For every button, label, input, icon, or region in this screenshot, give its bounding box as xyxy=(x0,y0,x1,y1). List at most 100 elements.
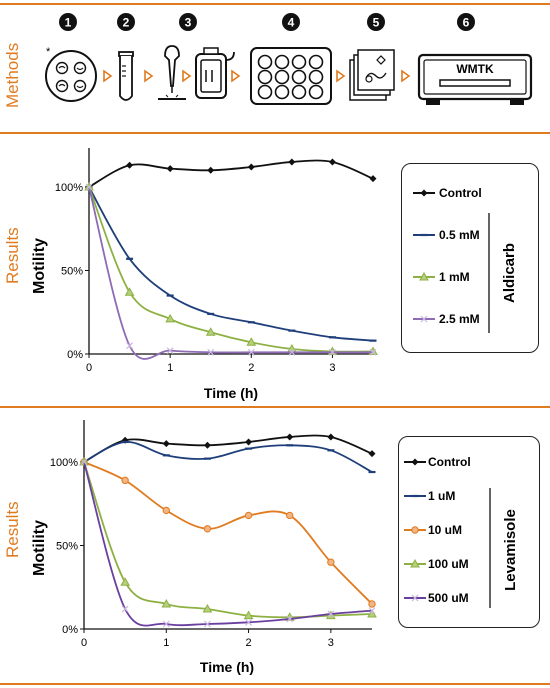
y-tick-label: 50% xyxy=(56,541,78,553)
data-point xyxy=(288,348,296,356)
data-point xyxy=(85,183,93,191)
arrow-icon xyxy=(231,69,241,83)
data-point xyxy=(202,603,213,613)
step-2-badge xyxy=(117,13,135,31)
data-point xyxy=(162,620,170,628)
data-point xyxy=(80,458,88,466)
data-point xyxy=(126,161,134,169)
arrow-icon xyxy=(103,69,113,83)
y-axis-label: Motility xyxy=(31,520,48,576)
step-5-number: 5 xyxy=(373,16,380,30)
x-tick-label: 0 xyxy=(81,637,87,649)
legend-entry: 10 uM xyxy=(404,523,462,537)
x-tick-label: 0 xyxy=(86,362,92,374)
legend-marker xyxy=(419,271,429,281)
y-tick-label: 0% xyxy=(67,349,83,361)
data-point xyxy=(121,436,129,444)
data-point xyxy=(368,600,376,608)
step-badges: 1 2 3 4 5 6 xyxy=(59,13,475,31)
series-line xyxy=(88,186,373,360)
pipette-icon xyxy=(158,45,186,100)
legend-label: 1 uM xyxy=(428,489,455,503)
series-1-mm xyxy=(84,181,378,355)
arrow-icon xyxy=(182,69,192,83)
step-3-number: 3 xyxy=(185,16,192,30)
legend-marker xyxy=(411,526,419,534)
legend-group-label: Levamisole xyxy=(502,509,519,591)
x-tick-label: 1 xyxy=(163,637,169,649)
data-point xyxy=(203,525,212,533)
step-4-number: 4 xyxy=(288,16,295,30)
data-point xyxy=(121,605,129,613)
data-point xyxy=(369,348,377,356)
data-point xyxy=(247,163,255,171)
levamisole-legend xyxy=(398,436,540,628)
x-tick-label: 1 xyxy=(167,362,173,374)
series-control xyxy=(85,158,377,191)
legend-label: 2.5 mM xyxy=(439,312,480,326)
data-point xyxy=(121,476,129,485)
image-stack-icon xyxy=(349,49,395,101)
top-rule xyxy=(0,3,550,5)
well-plate-icon xyxy=(250,47,332,105)
legend-marker xyxy=(411,458,419,466)
legend-label: 100 uM xyxy=(428,557,469,571)
legend-label: 1 mM xyxy=(439,270,470,284)
series-line xyxy=(88,159,374,188)
aldicarb-legend-entries: Aldicarb Control 0.5 mM 1 mM 2.5 mM xyxy=(413,186,518,333)
series-line xyxy=(88,186,374,342)
step-1-badge xyxy=(59,13,77,31)
legend-label: 500 uM xyxy=(428,591,469,605)
levamisole-motility-chart: 0 1 2 3 0% 50% 100% Time (h) Motility xyxy=(31,420,377,675)
data-point xyxy=(329,348,336,356)
data-point xyxy=(165,313,176,323)
series-line xyxy=(83,441,373,473)
legend-entry: 100 uM xyxy=(404,557,469,571)
data-point xyxy=(286,433,294,441)
legend-label: 0.5 mM xyxy=(439,228,480,242)
arrow-icon xyxy=(144,69,154,83)
series-line xyxy=(83,434,373,463)
legend-entry: 1 uM xyxy=(404,489,455,503)
asterisk-mark: * xyxy=(46,46,51,58)
wmtk-device-icon: WMTK xyxy=(417,53,533,105)
results-divider xyxy=(0,406,550,408)
y-tick-label: 50% xyxy=(61,266,83,278)
data-point xyxy=(124,287,135,296)
x-axis-label: Time (h) xyxy=(204,385,258,401)
step-4-badge xyxy=(282,13,300,31)
data-point xyxy=(368,607,376,615)
test-tube-icon xyxy=(118,51,134,101)
data-point xyxy=(246,337,257,346)
aldicarb-motility-chart: 0 1 2 3 0% 50% 100% Time (h) Motility xyxy=(31,148,378,401)
step-1-number: 1 xyxy=(65,16,72,30)
series-line xyxy=(83,461,373,627)
legend-entry: 0.5 mM xyxy=(413,228,480,242)
legend-marker xyxy=(411,594,419,602)
methods-divider xyxy=(0,132,550,134)
data-point xyxy=(162,506,170,515)
legend-label: Control xyxy=(428,455,471,469)
series-line xyxy=(83,461,373,619)
x-axis-label: Time (h) xyxy=(200,659,254,675)
y-axis-label: Motility xyxy=(31,238,48,294)
methods-workflow: 1 2 3 4 5 6 * xyxy=(45,13,533,105)
series-500-um xyxy=(80,458,376,628)
series-line xyxy=(83,461,373,605)
step-5-badge xyxy=(367,13,385,31)
data-point xyxy=(244,511,253,520)
data-point xyxy=(126,342,133,350)
arrow-icon xyxy=(401,69,411,83)
x-tick-label: 2 xyxy=(246,637,252,649)
data-point xyxy=(328,158,336,166)
data-point xyxy=(288,158,296,166)
data-point xyxy=(245,438,253,446)
step-2-number: 2 xyxy=(123,16,130,30)
series-0-5-mm xyxy=(85,185,377,342)
data-point xyxy=(369,175,377,183)
arrow-icon xyxy=(336,69,346,83)
data-point xyxy=(203,441,211,449)
data-point xyxy=(207,166,215,174)
legend-entry: Control xyxy=(413,186,482,200)
legend-marker xyxy=(420,315,428,323)
